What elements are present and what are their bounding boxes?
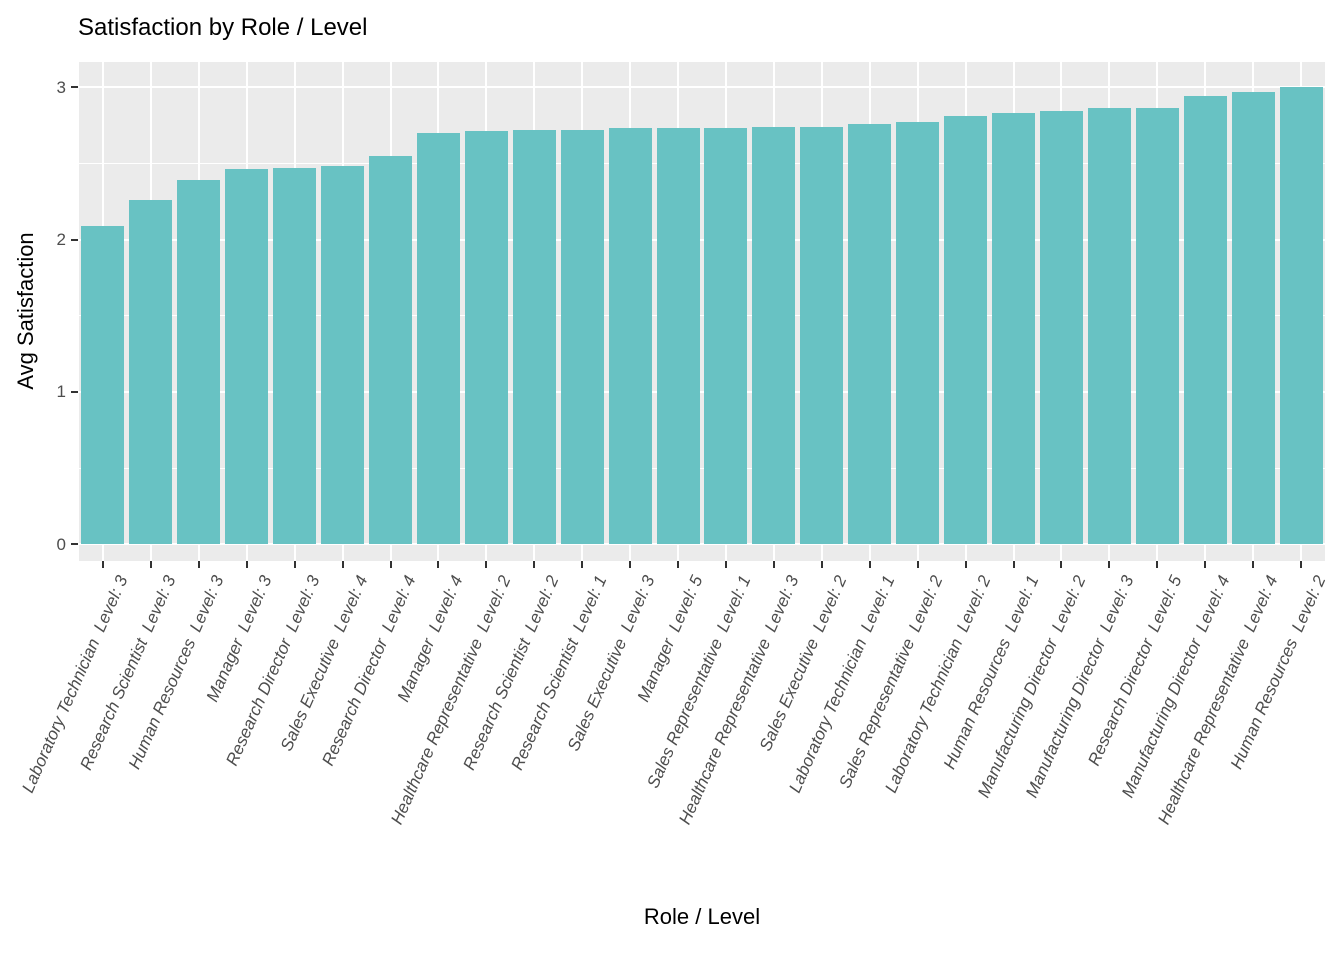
- major-gridline: [79, 238, 1325, 241]
- bar: [369, 155, 412, 545]
- x-tick-mark: [293, 561, 296, 568]
- bar: [752, 126, 796, 545]
- x-tick-mark: [868, 561, 871, 568]
- x-tick-label: Sales Executive Level: 4: [276, 572, 372, 754]
- bar: [129, 199, 173, 545]
- y-axis-title: Avg Satisfaction: [13, 232, 38, 390]
- bar: [560, 129, 604, 545]
- x-tick-mark: [149, 561, 152, 568]
- bar: [608, 128, 652, 545]
- bar: [1183, 96, 1227, 545]
- x-tick-mark: [1060, 561, 1063, 568]
- x-tick-mark: [820, 561, 823, 568]
- x-tick-mark: [1300, 561, 1303, 568]
- x-tick-label: Manager Level: 3: [202, 572, 276, 705]
- bar: [1039, 111, 1083, 545]
- x-tick-mark: [533, 561, 536, 568]
- x-tick-label: Sales Executive Level: 2: [755, 572, 851, 754]
- y-tick-label: 3: [56, 77, 66, 97]
- bar: [1087, 108, 1131, 545]
- bar: [944, 116, 988, 545]
- bar: [848, 123, 892, 545]
- x-tick-label: Manager Level: 4: [394, 572, 467, 705]
- major-gridline: [79, 86, 1325, 89]
- y-tick-mark: [71, 86, 78, 89]
- x-tick-mark: [1252, 561, 1255, 568]
- bar: [704, 128, 748, 545]
- bar: [81, 225, 125, 545]
- x-tick-mark: [964, 561, 967, 568]
- bar: [1231, 91, 1275, 545]
- x-tick-mark: [341, 561, 344, 568]
- bar: [992, 113, 1035, 545]
- x-tick-mark: [245, 561, 248, 568]
- y-tick-label: 1: [56, 382, 66, 402]
- x-tick-label: Human Resources Level: 1: [939, 572, 1042, 772]
- bar: [800, 126, 844, 545]
- x-tick-label: Research Scientist Level: 1: [507, 572, 611, 773]
- bar: [1279, 87, 1323, 545]
- bar: [321, 166, 365, 545]
- x-tick-mark: [101, 561, 104, 568]
- x-tick-label: Sales Representative Level: 2: [834, 572, 947, 791]
- x-tick-label: Manufacturing Director Level: 2: [974, 572, 1090, 801]
- x-tick-mark: [629, 561, 632, 568]
- chart-title: Satisfaction by Role / Level: [78, 14, 368, 41]
- x-tick-label: Human Resources Level: 3: [124, 572, 228, 772]
- x-tick-mark: [581, 561, 584, 568]
- x-tick-label: Sales Representative Level: 1: [643, 572, 755, 791]
- x-tick-label: Laboratory Technician Level: 1: [784, 572, 899, 796]
- bar: [416, 132, 460, 545]
- plot-panel: [79, 62, 1325, 561]
- minor-gridline: [79, 467, 1325, 469]
- x-tick-label: Research Director Level: 5: [1084, 572, 1186, 769]
- x-tick-mark: [916, 561, 919, 568]
- bar: [273, 167, 317, 545]
- bar: [464, 131, 508, 545]
- x-tick-mark: [1204, 561, 1207, 568]
- minor-gridline: [79, 162, 1325, 164]
- x-tick-label: Laboratory Technician Level: 2: [880, 572, 995, 796]
- x-tick-label: Research Scientist Level: 2: [459, 572, 563, 773]
- x-tick-mark: [1156, 561, 1159, 568]
- y-tick-label: 0: [56, 534, 66, 554]
- x-tick-label: Research Director Level: 3: [221, 572, 324, 769]
- x-tick-mark: [724, 561, 727, 568]
- x-tick-mark: [197, 561, 200, 568]
- x-tick-label: Healthcare Representative Level: 2: [387, 572, 515, 828]
- x-tick-label: Healthcare Representative Level: 3: [675, 572, 803, 828]
- x-tick-mark: [437, 561, 440, 568]
- bar: [896, 122, 940, 545]
- y-tick-mark: [71, 543, 78, 546]
- x-tick-mark: [677, 561, 680, 568]
- x-tick-label: Healthcare Representative Level: 4: [1154, 572, 1282, 828]
- major-gridline: [79, 390, 1325, 393]
- x-tick-mark: [1108, 561, 1111, 568]
- x-axis-title: Role / Level: [643, 904, 761, 929]
- y-tick-label: 2: [56, 230, 66, 249]
- bar: [177, 180, 221, 545]
- minor-gridline: [79, 315, 1325, 317]
- x-tick-label: Sales Executive Level: 3: [563, 572, 659, 754]
- major-gridline: [79, 543, 1325, 546]
- bar: [1135, 108, 1179, 545]
- x-tick-label: Manufacturing Director Level: 3: [1022, 572, 1138, 801]
- bar: [656, 128, 700, 545]
- y-tick-mark: [71, 390, 78, 393]
- bar: [225, 169, 269, 545]
- bar: [512, 129, 556, 545]
- x-tick-label: Manager Level: 5: [633, 572, 707, 705]
- y-tick-mark: [71, 238, 78, 241]
- x-tick-label: Manufacturing Director Level: 4: [1118, 572, 1234, 801]
- x-tick-label: Research Director Level: 4: [317, 572, 419, 769]
- x-tick-label: Human Resources Level: 2: [1226, 572, 1330, 772]
- x-tick-mark: [389, 561, 392, 568]
- x-tick-mark: [772, 561, 775, 568]
- x-tick-mark: [1012, 561, 1015, 568]
- x-tick-mark: [485, 561, 488, 568]
